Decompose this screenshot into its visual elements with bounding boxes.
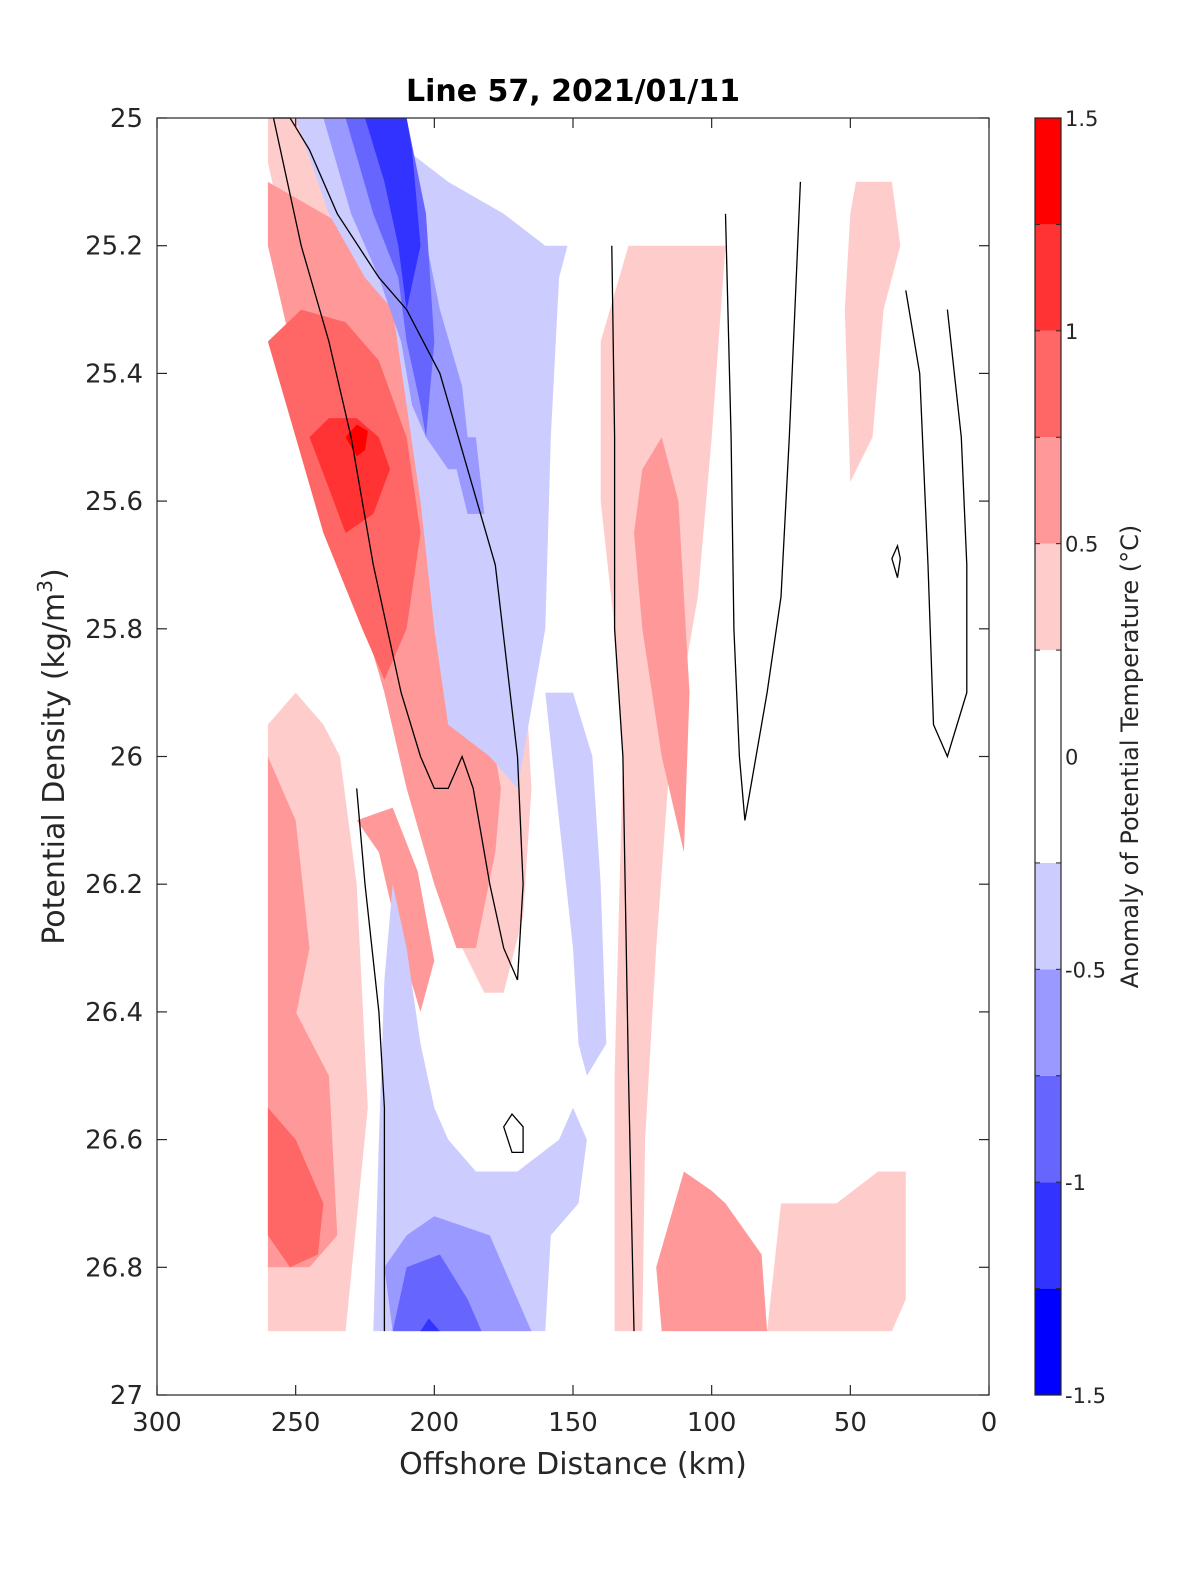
- colorbar-tick-label: -1: [1065, 1171, 1086, 1195]
- contour-line-2: [611, 245, 635, 1332]
- region-b4-23: [365, 118, 421, 310]
- y-tick-label: 25: [110, 104, 143, 134]
- region-b4-24: [420, 1318, 440, 1332]
- contour-line-0: [272, 117, 524, 981]
- x-tick-label: 250: [271, 1408, 321, 1438]
- contour-line-4: [905, 290, 968, 759]
- region-b2-18: [323, 118, 468, 470]
- colorbar-segment: [1035, 330, 1061, 438]
- colorbar-tick-label: 0.5: [1065, 533, 1098, 557]
- region-b1-15: [295, 118, 568, 789]
- filled-contour-regions: [267, 118, 906, 1332]
- region-b1-17: [373, 884, 587, 1332]
- y-tick-label: 25.2: [85, 232, 143, 262]
- colorbar-segment: [1035, 437, 1061, 544]
- y-tick-label: 26.4: [85, 998, 143, 1028]
- region-r2-13: [656, 1171, 768, 1332]
- region-r2-12: [634, 437, 690, 853]
- colorbar-segment: [1035, 1075, 1061, 1183]
- colorbar-frame: [1034, 117, 1062, 1396]
- y-axis-label-sup: 3: [33, 580, 57, 593]
- x-tick-label: 150: [548, 1408, 598, 1438]
- region-r3-8: [267, 1107, 324, 1268]
- region-b1-16: [545, 692, 607, 1076]
- region-r4-9: [309, 418, 390, 533]
- region-r2-4: [267, 756, 310, 1076]
- x-tick-label: 50: [834, 1408, 867, 1438]
- y-tick-label: 27: [110, 1381, 143, 1411]
- region-r1-14: [844, 181, 901, 482]
- x-axis-label: Offshore Distance (km): [399, 1447, 747, 1482]
- region-r5-10: [345, 424, 368, 457]
- y-axis-label-base: Potential Density (kg/m: [37, 593, 72, 945]
- contour-line-5: [502, 1113, 524, 1154]
- y-tick-label: 26.8: [85, 1253, 143, 1283]
- colorbar-segment: [1035, 1288, 1061, 1395]
- colorbar-segment: [1035, 969, 1061, 1076]
- colorbar-segment: [1035, 650, 1061, 863]
- colorbar-tick-label: -1.5: [1065, 1384, 1106, 1408]
- x-tick-label: 0: [981, 1408, 998, 1438]
- region-b3-22: [392, 1254, 482, 1332]
- contour-line-6: [891, 543, 901, 578]
- y-tick-label: 25.6: [85, 487, 143, 517]
- x-tick-label: 300: [132, 1408, 182, 1438]
- contour-lines: [272, 117, 968, 1332]
- contour-line-3: [724, 181, 802, 821]
- y-tick-label: 26.6: [85, 1126, 143, 1156]
- chart-title: Line 57, 2021/01/11: [406, 74, 740, 109]
- colorbar-segment: [1035, 543, 1061, 651]
- y-tick-label: 26.2: [85, 870, 143, 900]
- y-tick-label: 25.8: [85, 615, 143, 645]
- y-axis-label-end: ): [37, 568, 72, 580]
- colorbar: -1.5 -1 -0.5 0 0.5 1 1.5: [1034, 107, 1106, 1408]
- colorbar-segment: [1035, 118, 1061, 225]
- contour-line-1: [356, 788, 386, 1332]
- colorbar-segment: [1035, 224, 1061, 331]
- colorbar-tick-label: 1: [1065, 320, 1078, 344]
- colorbar-tick-label: 1.5: [1065, 107, 1098, 131]
- y-tick-label: 26: [110, 743, 143, 773]
- axis-ticks: 300 250 200 150 100 50 0 25 25.2 25.4 25.6 25.8 26 26…: [85, 104, 997, 1438]
- colorbar-segment: [1035, 862, 1061, 970]
- colorbar-segment: [1035, 1182, 1061, 1289]
- colorbar-tick-label: -0.5: [1065, 958, 1106, 982]
- y-axis-label: Potential Density (kg/m3): [33, 568, 72, 944]
- colorbar-label: Anomaly of Potential Temperature (°C): [1116, 525, 1144, 989]
- x-tick-label: 200: [410, 1408, 460, 1438]
- y-tick-label: 25.4: [85, 359, 143, 389]
- colorbar-tick-label: 0: [1065, 746, 1078, 770]
- x-tick-label: 100: [687, 1408, 737, 1438]
